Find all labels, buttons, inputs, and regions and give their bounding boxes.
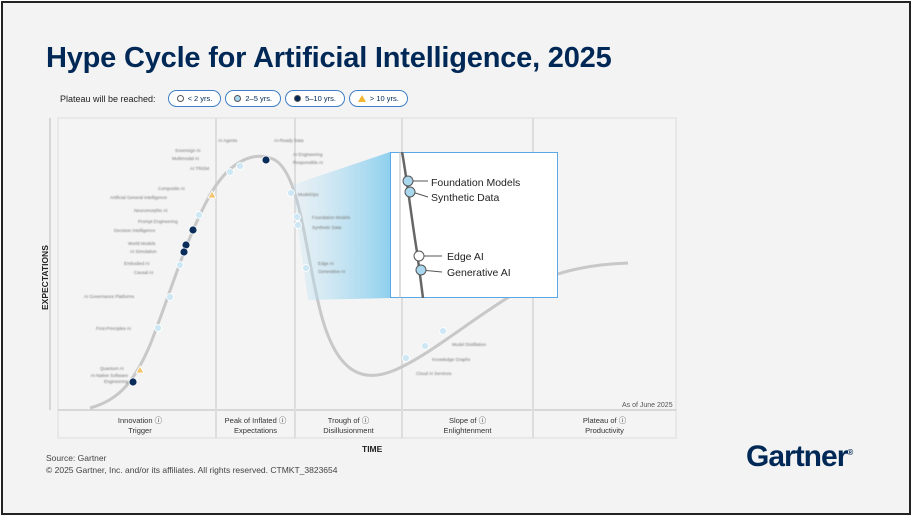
faded-label: Cloud AI Services [416, 371, 452, 376]
phase-subtitle: Enlightenment [443, 426, 492, 435]
faded-label: AI-Native Software Engineering [90, 373, 128, 384]
x-axis-label: TIME [362, 444, 383, 454]
faded-label: AI-Ready Data [274, 138, 304, 143]
callout-label: Generative AI [447, 267, 511, 279]
legend-item-5to10: 5–10 yrs. [285, 90, 345, 107]
phase-peak: Peak of Inflated ⓘ Expectations [216, 416, 295, 436]
phase-title: Peak of Inflated [224, 416, 277, 425]
marker [135, 365, 145, 374]
phase-title: Innovation [117, 416, 153, 425]
dark-blue-circle-icon [294, 95, 302, 102]
faded-label: Artificial General Intelligence [110, 195, 168, 200]
legend-text: 2–5 yrs. [245, 94, 273, 103]
callout-zoom-beam [292, 152, 390, 300]
faded-label: AI Engineering [293, 152, 323, 157]
legend-item-2to5: 2–5 yrs. [225, 90, 282, 107]
phase-subtitle: Expectations [234, 426, 277, 435]
info-icon[interactable]: ⓘ [154, 416, 163, 425]
faded-label: Knowledge Graphs [432, 357, 471, 362]
info-icon[interactable]: ⓘ [618, 416, 627, 425]
legend-text: < 2 yrs. [187, 94, 213, 103]
faded-label: Synthetic Data [312, 225, 342, 230]
callout-label: Synthetic Data [431, 192, 500, 204]
faded-label: Foundation Models [312, 215, 351, 220]
faded-label: First-Principles AI [96, 326, 132, 331]
legend: Plateau will be reached: < 2 yrs. 2–5 yr… [60, 90, 408, 107]
info-icon[interactable]: ⓘ [278, 416, 287, 425]
callout-zoom-box: Foundation Models Synthetic Data Edge AI… [390, 151, 558, 298]
phase-trough: Trough of ⓘ Disillusionment [295, 416, 402, 436]
legend-label: Plateau will be reached: [60, 93, 156, 104]
faded-label: AI TRiSM [190, 166, 210, 171]
phase-innovation-trigger: Innovation ⓘ Trigger [100, 416, 180, 436]
callout-curve [399, 151, 442, 298]
faded-label: Neuromorphic AI [134, 208, 168, 213]
page-title: Hype Cycle for Artificial Intelligence, … [46, 42, 612, 74]
callout-label: Edge AI [447, 251, 484, 263]
faded-label: Model Distillation [452, 342, 487, 347]
faded-label: Sovereign AI [175, 148, 201, 153]
marker [179, 247, 189, 257]
faded-label: Quantum AI [100, 366, 124, 371]
phase-slope: Slope of ⓘ Enlightenment [402, 416, 533, 436]
faded-label: Multimodal AI [172, 156, 200, 161]
gartner-logo: Gartner® [746, 440, 853, 473]
phase-plateau: Plateau of ⓘ Productivity [533, 416, 676, 436]
faded-label: Generative AI [318, 269, 346, 274]
faded-label: Causal AI [134, 270, 154, 275]
phase-subtitle: Disillusionment [323, 426, 374, 435]
phase-title: Trough of [327, 416, 360, 425]
footer: Source: Gartner © 2025 Gartner, Inc. and… [46, 452, 337, 476]
faded-label: ModelOps [298, 192, 319, 197]
phase-title: Plateau of [582, 416, 617, 425]
phase-title: Slope of [448, 416, 477, 425]
legend-item-gt10: > 10 yrs. [348, 90, 408, 107]
legend-item-lt2: < 2 yrs. [167, 90, 222, 107]
faded-label: Embodied AI [124, 261, 150, 266]
faded-label: Composite AI [158, 186, 185, 191]
faded-label: Responsible AI [293, 160, 324, 165]
legend-text: > 10 yrs. [369, 94, 399, 103]
info-icon[interactable]: ⓘ [361, 416, 370, 425]
faded-label: Edge AI [318, 261, 334, 266]
logo-text: Gartner [746, 440, 848, 473]
marker [261, 155, 271, 165]
marker [188, 225, 198, 235]
faded-label: AI Governance Platforms [84, 294, 135, 299]
source-text: Source: Gartner [46, 453, 107, 463]
info-icon[interactable]: ⓘ [478, 416, 487, 425]
legend-text: 5–10 yrs. [305, 94, 336, 103]
faded-label: World Models [128, 241, 156, 246]
copyright-text: © 2025 Gartner, Inc. and/or its affiliat… [46, 465, 338, 475]
marker [207, 190, 217, 199]
faded-label: AI Agents [218, 138, 238, 143]
curve-markers [128, 155, 447, 387]
faded-label: AI Simulation [130, 249, 157, 254]
faded-label: Prompt Engineering [138, 219, 178, 224]
marker [128, 377, 138, 387]
callout-label: Foundation Models [431, 177, 521, 189]
as-of-date: As of June 2025 [622, 402, 673, 409]
y-axis-label: EXPECTATIONS [40, 245, 50, 310]
white-circle-icon [176, 95, 184, 102]
yellow-triangle-icon [357, 95, 366, 102]
light-blue-circle-icon [234, 95, 242, 102]
phase-subtitle: Productivity [585, 426, 624, 435]
faded-label: Decision Intelligence [114, 228, 156, 233]
phase-subtitle: Trigger [128, 426, 152, 435]
